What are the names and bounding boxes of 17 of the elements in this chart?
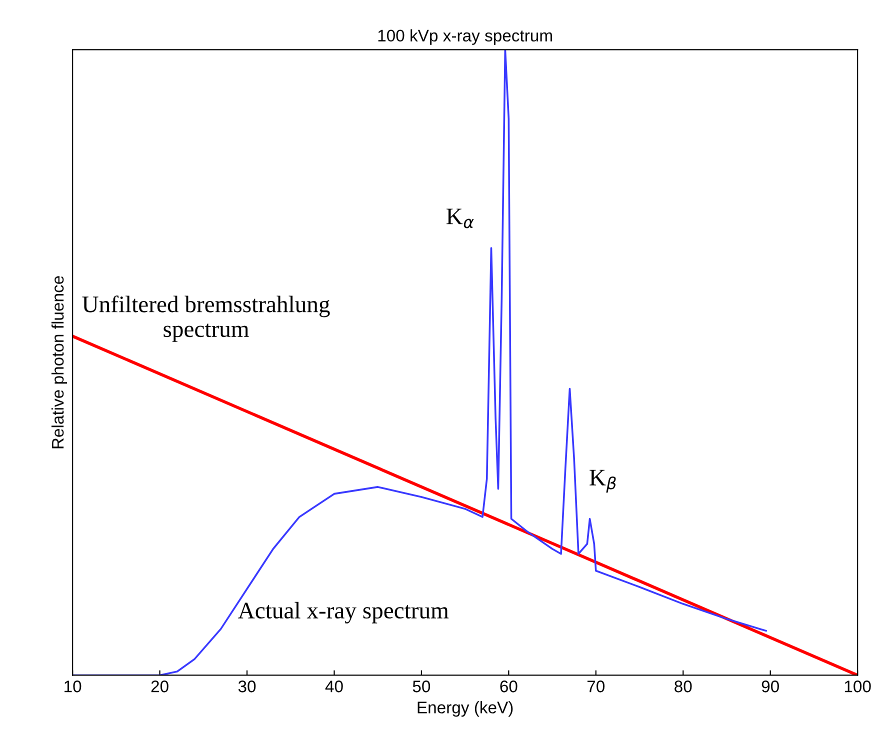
chart-title: 100 kVp x-ray spectrum [378, 29, 552, 45]
x-tick-label: 80 [674, 680, 692, 692]
x-tick-label: 20 [151, 680, 168, 692]
x-tick-label: 100 [844, 680, 871, 692]
x-tick-label: 90 [762, 680, 779, 692]
x-axis-title: Energy (keV) [418, 701, 513, 717]
annotation: K$_{β}$ [590, 470, 616, 493]
y-axis-title: Relative photon fluence [51, 276, 68, 448]
annotation: Unfiltered bremsstrahlung spectrum [82, 295, 330, 342]
x-tick-label: 60 [500, 680, 518, 692]
x-tick-label: 30 [238, 680, 256, 692]
x-tick-label: 40 [325, 680, 343, 692]
x-tick-label: 70 [587, 680, 605, 692]
x-tick-label: 50 [412, 680, 430, 692]
annotation: Actual x-ray spectrum [238, 602, 449, 624]
x-tick-label: 10 [64, 680, 82, 692]
annotation: K$_{α}$ [446, 208, 474, 228]
